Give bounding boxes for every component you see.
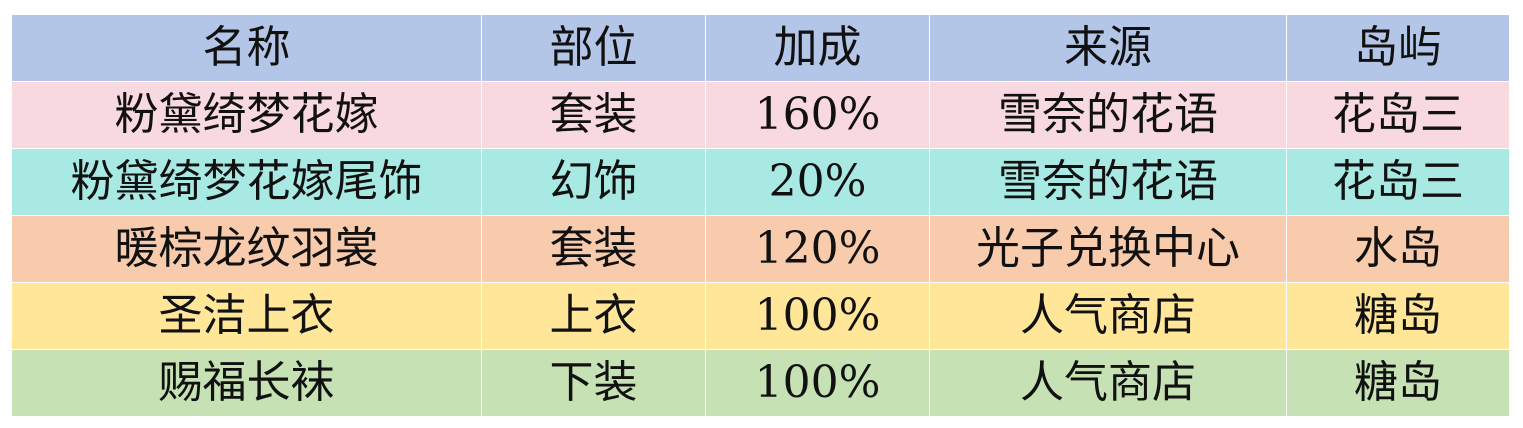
cell-island: 糖岛 bbox=[1286, 349, 1510, 417]
cell-slot: 下装 bbox=[481, 349, 706, 417]
cell-source: 人气商店 bbox=[929, 282, 1287, 350]
table-row: 粉黛绮梦花嫁尾饰 幻饰 20% 雪奈的花语 花岛三 bbox=[11, 148, 1510, 216]
cell-island: 糖岛 bbox=[1286, 282, 1510, 350]
cell-island: 花岛三 bbox=[1286, 81, 1510, 149]
header-slot: 部位 bbox=[481, 14, 706, 82]
table-row: 赐福长袜 下装 100% 人气商店 糖岛 bbox=[11, 349, 1510, 417]
header-name: 名称 bbox=[11, 14, 482, 82]
cell-bonus: 160% bbox=[705, 81, 930, 149]
cell-source: 雪奈的花语 bbox=[929, 81, 1287, 149]
cell-name: 粉黛绮梦花嫁尾饰 bbox=[11, 148, 482, 216]
cell-island: 花岛三 bbox=[1286, 148, 1510, 216]
header-row: 名称 部位 加成 来源 岛屿 bbox=[11, 14, 1510, 82]
header-source: 来源 bbox=[929, 14, 1287, 82]
cell-name: 圣洁上衣 bbox=[11, 282, 482, 350]
cell-bonus: 100% bbox=[705, 349, 930, 417]
cell-slot: 套装 bbox=[481, 215, 706, 283]
header-bonus: 加成 bbox=[705, 14, 930, 82]
table-row: 暖棕龙纹羽裳 套装 120% 光子兑换中心 水岛 bbox=[11, 215, 1510, 283]
cell-source: 雪奈的花语 bbox=[929, 148, 1287, 216]
cell-bonus: 120% bbox=[705, 215, 930, 283]
cell-slot: 幻饰 bbox=[481, 148, 706, 216]
cell-source: 人气商店 bbox=[929, 349, 1287, 417]
cell-name: 赐福长袜 bbox=[11, 349, 482, 417]
cell-slot: 上衣 bbox=[481, 282, 706, 350]
header-island: 岛屿 bbox=[1286, 14, 1510, 82]
table-row: 粉黛绮梦花嫁 套装 160% 雪奈的花语 花岛三 bbox=[11, 81, 1510, 149]
cell-name: 暖棕龙纹羽裳 bbox=[11, 215, 482, 283]
cell-bonus: 20% bbox=[705, 148, 930, 216]
cell-island: 水岛 bbox=[1286, 215, 1510, 283]
cell-name: 粉黛绮梦花嫁 bbox=[11, 81, 482, 149]
cell-slot: 套装 bbox=[481, 81, 706, 149]
table-row: 圣洁上衣 上衣 100% 人气商店 糖岛 bbox=[11, 282, 1510, 350]
cell-source: 光子兑换中心 bbox=[929, 215, 1287, 283]
item-table: 名称 部位 加成 来源 岛屿 粉黛绮梦花嫁 套装 160% 雪奈的花语 花岛三 粉黛绮梦花… bbox=[11, 14, 1510, 417]
cell-bonus: 100% bbox=[705, 282, 930, 350]
